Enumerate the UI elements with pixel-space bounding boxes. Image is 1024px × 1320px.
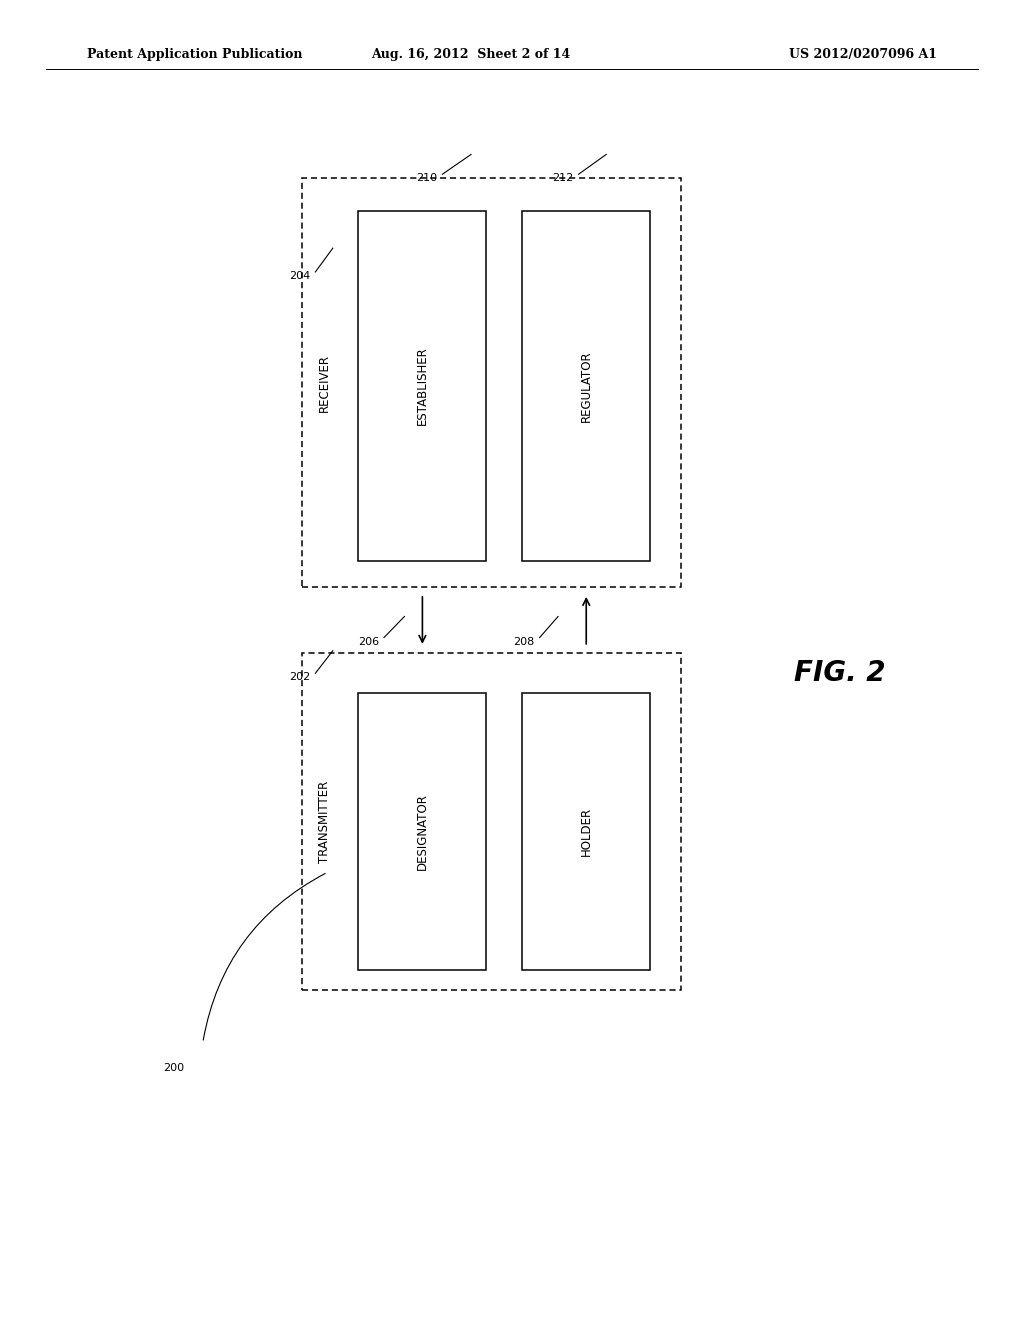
Text: Patent Application Publication: Patent Application Publication	[87, 48, 302, 61]
Text: REGULATOR: REGULATOR	[580, 350, 593, 422]
Text: TRANSMITTER: TRANSMITTER	[318, 780, 331, 863]
Text: HOLDER: HOLDER	[580, 807, 593, 857]
Text: 208: 208	[513, 636, 535, 647]
Text: 204: 204	[289, 271, 310, 281]
Bar	[358, 693, 486, 970]
Text: Aug. 16, 2012  Sheet 2 of 14: Aug. 16, 2012 Sheet 2 of 14	[372, 48, 570, 61]
Text: 210: 210	[416, 173, 437, 183]
Text: US 2012/0207096 A1: US 2012/0207096 A1	[788, 48, 937, 61]
Text: RECEIVER: RECEIVER	[318, 354, 331, 412]
Bar	[522, 211, 650, 561]
Text: ESTABLISHER: ESTABLISHER	[416, 347, 429, 425]
Bar	[358, 211, 486, 561]
Text: 212: 212	[552, 173, 573, 183]
Bar	[522, 693, 650, 970]
Text: DESIGNATOR: DESIGNATOR	[416, 793, 429, 870]
Bar	[302, 178, 681, 587]
Text: 202: 202	[289, 672, 310, 682]
Text: FIG. 2: FIG. 2	[794, 659, 886, 688]
Text: 200: 200	[164, 1063, 184, 1073]
Text: 206: 206	[357, 636, 379, 647]
Bar	[302, 653, 681, 990]
